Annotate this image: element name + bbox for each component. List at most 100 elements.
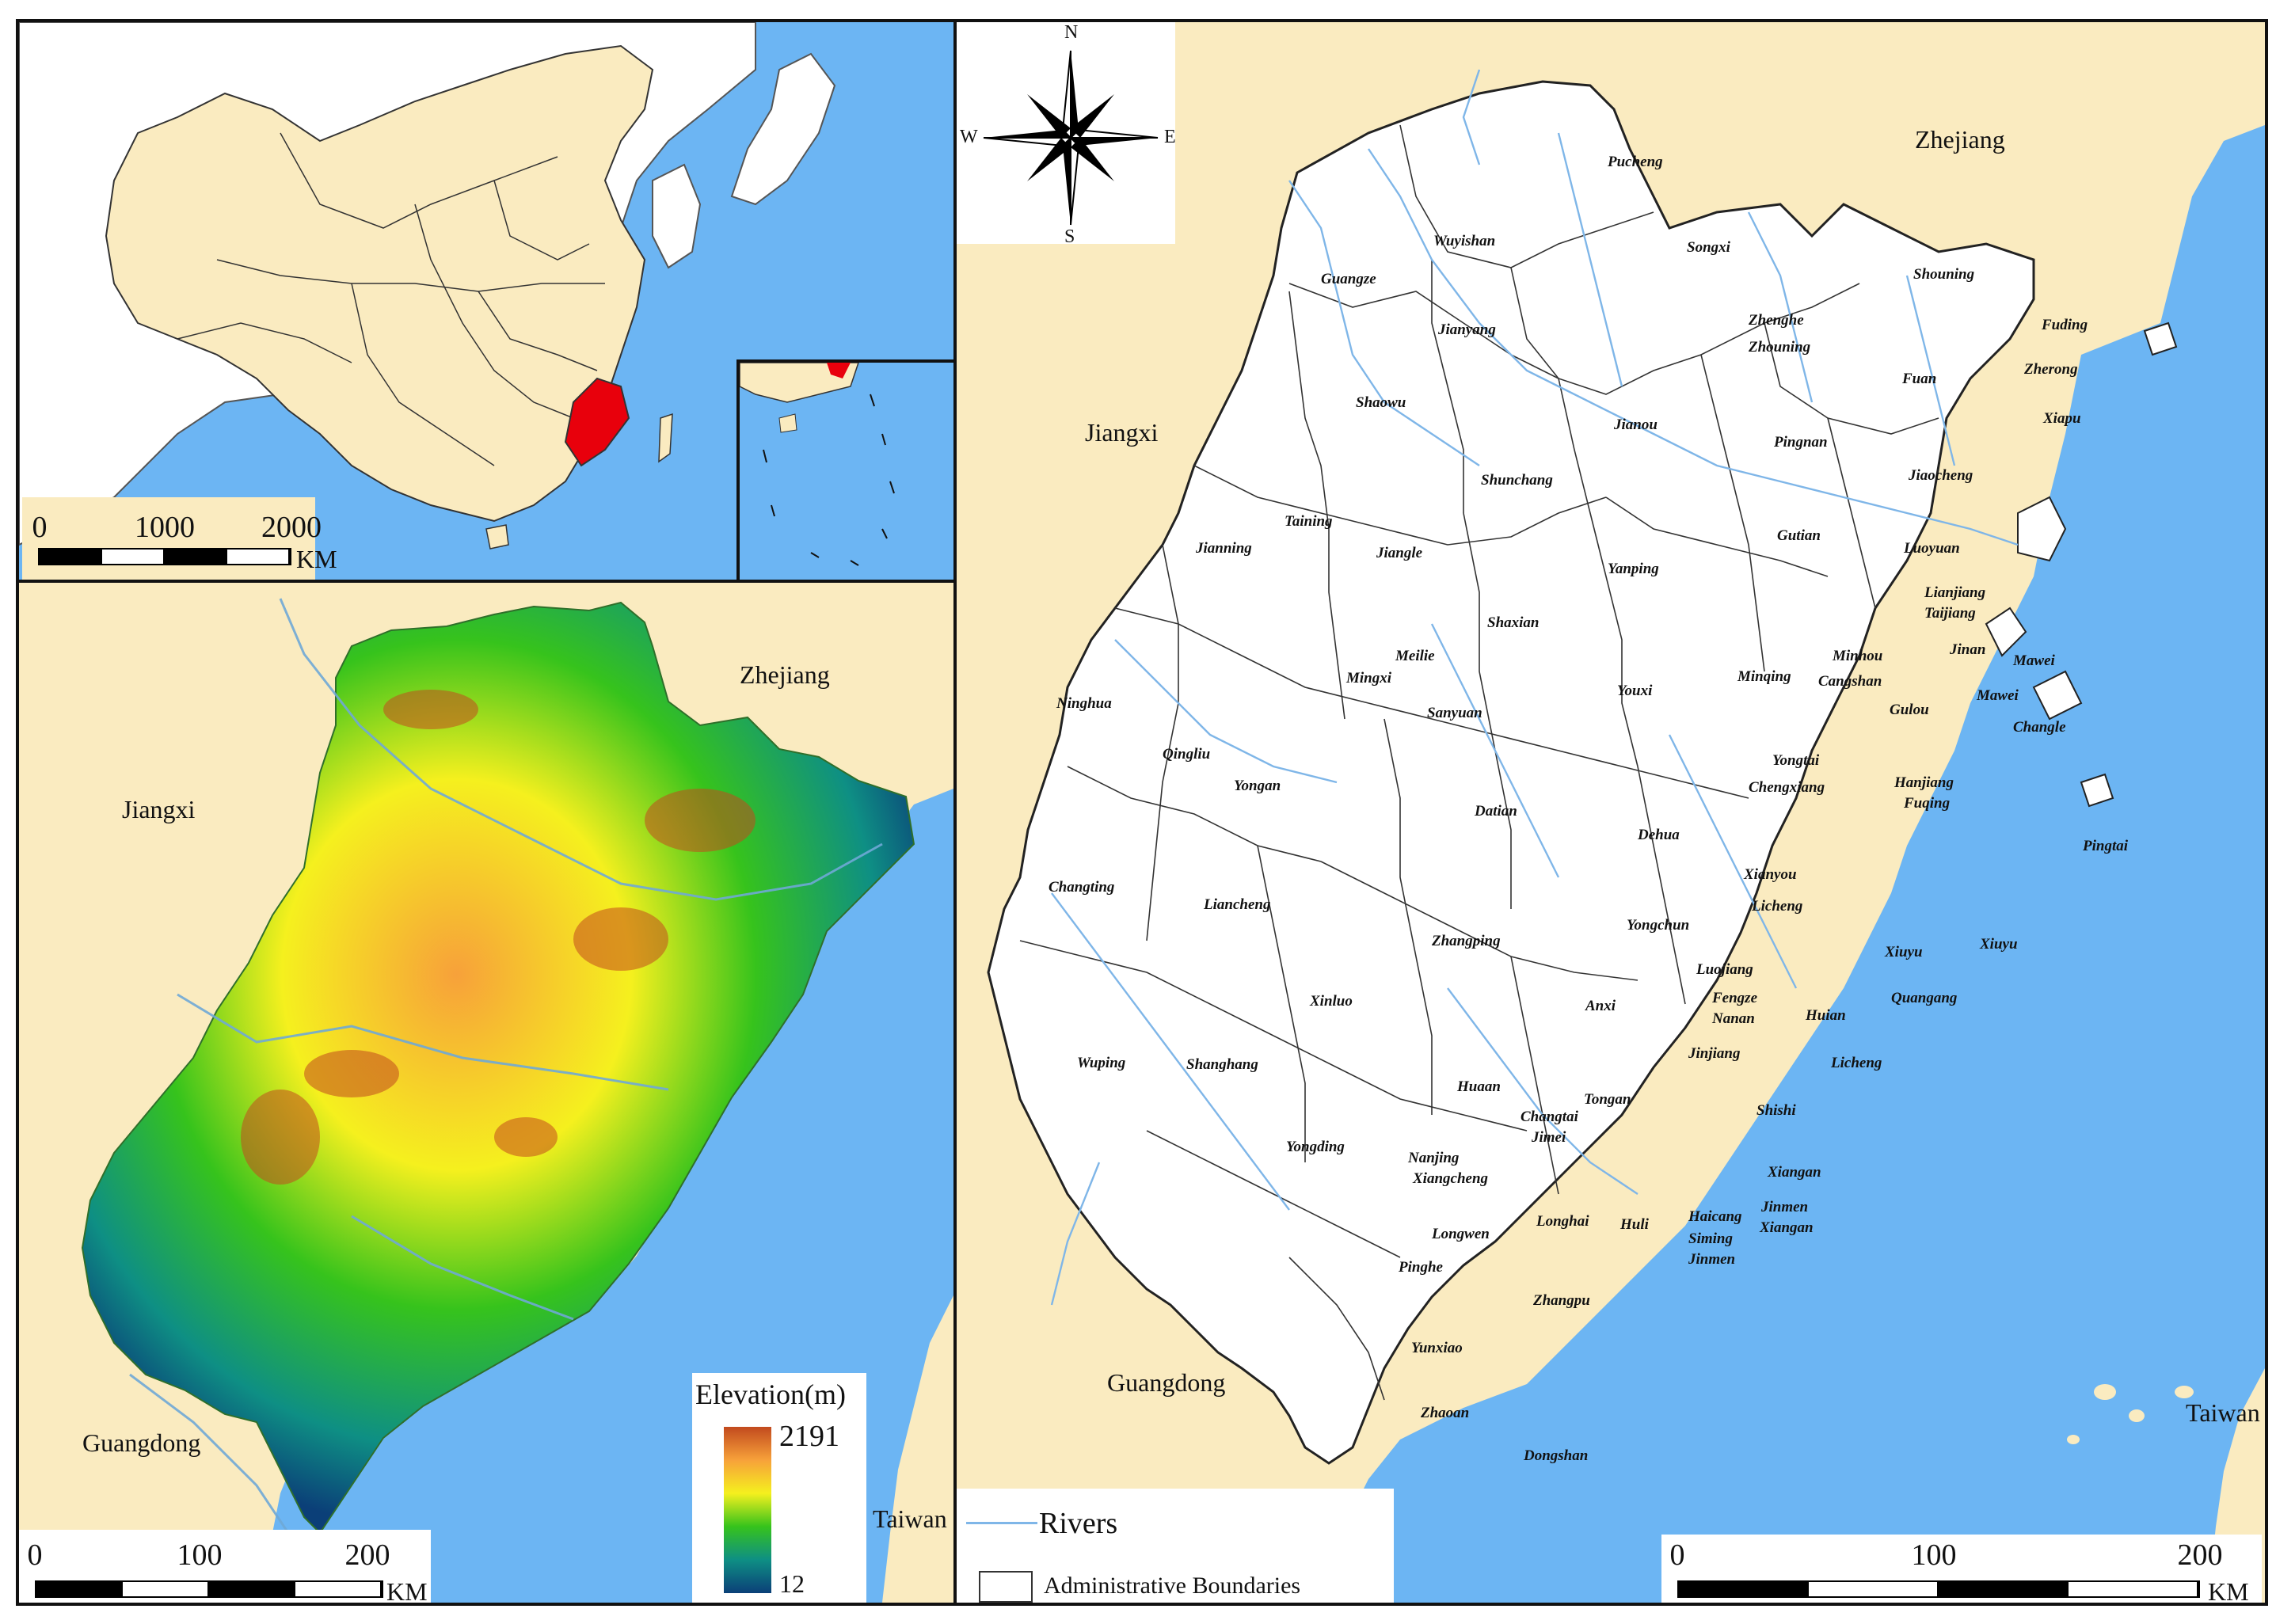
- elev-scale-tick-100: 100: [177, 1538, 223, 1572]
- overview-map-panel: 0 1000 2000 KM: [16, 19, 957, 583]
- county-label: Xinluo: [1310, 993, 1353, 1010]
- county-label: Tongan: [1584, 1091, 1631, 1108]
- county-label: Xianyou: [1744, 866, 1797, 883]
- county-label: Yongding: [1286, 1139, 1345, 1155]
- county-label: Nanan: [1712, 1010, 1755, 1027]
- elev-scale-unit: KM: [386, 1577, 428, 1606]
- overview-map: [19, 22, 953, 580]
- county-label: Jimei: [1532, 1129, 1566, 1146]
- elevation-legend-min: 12: [779, 1569, 805, 1598]
- county-label: Youxi: [1617, 683, 1653, 699]
- elev-scale-tick-0: 0: [27, 1538, 43, 1572]
- county-label: Fuding: [2042, 317, 2088, 333]
- county-label: Taining: [1285, 513, 1333, 530]
- county-label: Haicang: [1688, 1208, 1742, 1225]
- scale-tick-0: 0: [32, 511, 48, 544]
- county-label: Datian: [1475, 803, 1517, 820]
- county-label: Dehua: [1638, 827, 1680, 843]
- county-label: Liancheng: [1204, 896, 1271, 913]
- county-label: Shanghang: [1186, 1056, 1258, 1073]
- county-label: Fuqing: [1904, 795, 1951, 812]
- county-label: Licheng: [1831, 1055, 1882, 1071]
- elevation-map-panel: Zhejiang Jiangxi Guangdong Taiwan Elevat…: [16, 580, 957, 1606]
- admin-map-panel: N S E W Zhejiang Jiangxi Guangdong Taiwa…: [953, 19, 2268, 1606]
- county-label: Zhenghe: [1749, 312, 1804, 329]
- county-label: Fuan: [1902, 371, 1937, 387]
- county-label: Luojiang: [1696, 961, 1753, 978]
- county-label: Yongtai: [1772, 752, 1820, 769]
- county-label: Zhangping: [1432, 933, 1501, 949]
- county-label: Fengze: [1712, 990, 1757, 1006]
- county-label: Wuping: [1077, 1055, 1126, 1071]
- county-label: Meilie: [1395, 648, 1435, 664]
- county-label: Xiangcheng: [1413, 1170, 1489, 1187]
- county-label: Changting: [1049, 879, 1115, 896]
- admin-scale-tick-0: 0: [1669, 1538, 1685, 1572]
- county-label: Gutian: [1777, 527, 1821, 544]
- admin-scale-tick-100: 100: [1911, 1538, 1957, 1572]
- county-label: Xiapu: [2043, 410, 2081, 427]
- county-label: Mingxi: [1346, 670, 1392, 686]
- county-label: Luoyuan: [1904, 540, 1960, 557]
- county-label: Cangshan: [1818, 673, 1882, 690]
- overview-scalebar: 0 1000 2000 KM: [22, 497, 337, 580]
- taiwan-land: [658, 413, 673, 463]
- north-arrow-icon: [983, 50, 1159, 226]
- county-label: Nanjing: [1408, 1150, 1460, 1166]
- compass-n: N: [1064, 22, 1079, 43]
- fujian-admin: [987, 80, 2035, 1465]
- county-label: Jinmen: [1761, 1199, 1809, 1215]
- scale-tick-1000: 1000: [135, 511, 195, 544]
- legend-boundary-box-icon: [979, 1571, 1033, 1603]
- county-label: Hanjiang: [1894, 774, 1954, 791]
- county-label: Songxi: [1687, 239, 1730, 256]
- county-label: Huli: [1620, 1216, 1649, 1233]
- elev-scale-tick-200: 200: [344, 1538, 390, 1572]
- county-label: Sanyuan: [1427, 705, 1482, 721]
- admin-label-zhejiang: Zhejiang: [1915, 125, 2005, 154]
- county-label: Yanping: [1608, 561, 1659, 577]
- county-label: Changtai: [1521, 1109, 1578, 1125]
- county-label: Mawei: [1977, 687, 2019, 704]
- county-label: Chengxiang: [1749, 779, 1825, 796]
- legend-boundaries-label: Administrative Boundaries: [1044, 1573, 1301, 1599]
- county-label: Xiangan: [1760, 1219, 1814, 1236]
- county-label: Shunchang: [1481, 472, 1553, 489]
- county-label: Shaowu: [1356, 394, 1406, 411]
- admin-legend: Rivers Administrative Boundaries: [957, 1489, 1394, 1603]
- elevation-map: [19, 583, 953, 1603]
- county-label: Jianning: [1196, 540, 1252, 557]
- county-label: Yunxiao: [1411, 1340, 1463, 1356]
- compass-rose: N S E W: [957, 22, 1176, 247]
- scale-tick-2000: 2000: [261, 511, 322, 544]
- county-label: Licheng: [1752, 898, 1803, 915]
- county-label: Gulou: [1890, 702, 1929, 718]
- admin-label-jiangxi: Jiangxi: [1085, 418, 1159, 447]
- county-label: Zhaoan: [1421, 1405, 1470, 1421]
- county-label: Taijiang: [1924, 605, 1976, 622]
- elev-label-taiwan: Taiwan: [873, 1504, 947, 1533]
- county-label: Longhai: [1536, 1213, 1589, 1230]
- south-china-sea-inset: [736, 359, 953, 580]
- elev-label-zhejiang: Zhejiang: [740, 660, 830, 689]
- legend-river-line-icon: [966, 1522, 1037, 1524]
- korea-land: [652, 163, 702, 269]
- elev-label-jiangxi: Jiangxi: [122, 795, 196, 823]
- admin-scale-unit: KM: [2208, 1577, 2249, 1606]
- elevation-legend-max: 2191: [779, 1420, 839, 1453]
- county-label: Zhangpu: [1533, 1292, 1590, 1309]
- fujian-highlight: [564, 377, 630, 467]
- county-label: Quangang: [1891, 990, 1958, 1006]
- county-label: Zherong: [2024, 361, 2078, 378]
- elev-label-guangdong: Guangdong: [82, 1428, 201, 1457]
- county-label: Mawei: [2013, 652, 2055, 669]
- compass-e: E: [1164, 127, 1176, 147]
- admin-label-taiwan: Taiwan: [2186, 1398, 2260, 1427]
- county-label: Siming: [1688, 1230, 1733, 1247]
- admin-label-guangdong: Guangdong: [1107, 1368, 1226, 1397]
- county-label: Dongshan: [1524, 1447, 1589, 1464]
- county-label: Jiangle: [1376, 545, 1423, 561]
- county-label: Jinan: [1950, 641, 1986, 658]
- legend-rivers-label: Rivers: [1039, 1507, 1118, 1540]
- compass-s: S: [1064, 226, 1075, 247]
